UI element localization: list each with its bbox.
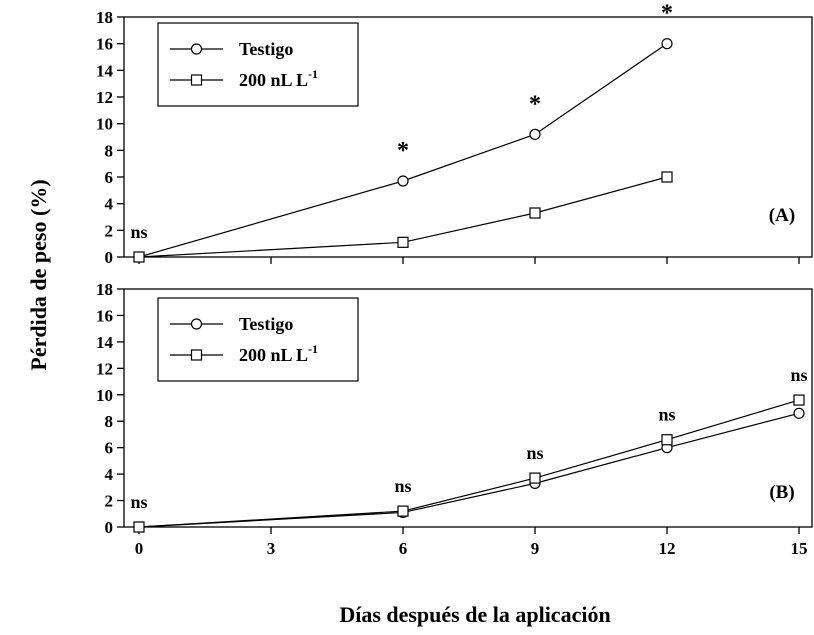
data-point-square bbox=[661, 171, 673, 183]
data-point-square bbox=[793, 394, 805, 406]
data-point-square bbox=[397, 505, 409, 517]
y-tick-label: 0 bbox=[105, 248, 114, 267]
y-tick-label: 2 bbox=[105, 221, 114, 240]
significance-label: * bbox=[661, 1, 673, 27]
series-line-200nl bbox=[138, 399, 800, 528]
legend-label: 200 nL L-1 bbox=[239, 342, 318, 365]
x-axis-title: Días después de la aplicación bbox=[339, 602, 610, 627]
y-tick-label: 4 bbox=[105, 195, 114, 214]
y-tick-label: 2 bbox=[105, 492, 114, 511]
y-tick-label: 12 bbox=[96, 359, 113, 378]
legend: Testigo 200 nL L-1 bbox=[157, 297, 359, 382]
legend: Testigo 200 nL L-1 bbox=[157, 22, 359, 107]
data-point-square bbox=[529, 472, 541, 484]
x-tick-label: 15 bbox=[791, 539, 808, 558]
y-tick-label: 10 bbox=[96, 386, 113, 405]
significance-label: ns bbox=[130, 222, 147, 242]
data-point-circle bbox=[397, 175, 409, 187]
significance-label: ns bbox=[394, 476, 411, 496]
legend-label: Testigo bbox=[239, 39, 293, 59]
data-point-circle bbox=[661, 38, 673, 50]
legend-label: 200 nL L-1 bbox=[239, 67, 318, 90]
plot-frame bbox=[123, 288, 813, 528]
y-tick-label: 16 bbox=[96, 306, 113, 325]
y-tick-label: 10 bbox=[96, 115, 113, 134]
data-point-square bbox=[529, 207, 541, 219]
y-tick-label: 6 bbox=[105, 439, 114, 458]
x-tick-label: 6 bbox=[399, 539, 408, 558]
legend-marker-square bbox=[190, 74, 203, 86]
y-tick-label: 12 bbox=[96, 88, 113, 107]
significance-label: * bbox=[397, 138, 409, 164]
y-tick-label: 8 bbox=[105, 412, 114, 431]
data-point-square bbox=[133, 521, 145, 533]
x-tick-label: 3 bbox=[267, 539, 276, 558]
legend-marker-square bbox=[190, 349, 203, 361]
x-tick-label: 12 bbox=[659, 539, 676, 558]
legend-box bbox=[157, 297, 359, 382]
legend-label-superscript: -1 bbox=[308, 67, 318, 81]
series-line-200nl bbox=[138, 176, 668, 258]
x-tick-label: 9 bbox=[531, 539, 540, 558]
panel-b: 0 2 4 6 8 10 12 14 16 18 0 3 6 9 12 15 ns ns ns ns ns (B) Test… bbox=[96, 280, 813, 558]
significance-label: ns bbox=[658, 405, 675, 425]
y-tick-label: 14 bbox=[96, 333, 114, 352]
data-point-circle bbox=[793, 407, 805, 419]
data-point-square bbox=[397, 236, 409, 248]
legend-box bbox=[157, 22, 359, 107]
y-tick-label: 14 bbox=[96, 61, 114, 80]
legend-label: Testigo bbox=[239, 314, 293, 334]
y-tick-label: 8 bbox=[105, 141, 114, 160]
significance-label: * bbox=[529, 91, 541, 117]
y-tick-label: 18 bbox=[96, 280, 113, 299]
y-tick-label: 18 bbox=[96, 8, 113, 27]
plot-frame bbox=[123, 16, 813, 258]
significance-label: ns bbox=[526, 443, 543, 463]
series-line-testigo bbox=[138, 43, 668, 258]
panel-label: (A) bbox=[769, 205, 795, 226]
significance-label: ns bbox=[130, 492, 147, 512]
significance-label: ns bbox=[790, 365, 807, 385]
data-point-square bbox=[661, 434, 673, 446]
legend-label-superscript: -1 bbox=[308, 342, 318, 356]
y-tick-label: 0 bbox=[105, 518, 114, 537]
panel-label: (B) bbox=[769, 482, 794, 503]
panel-a: 0 2 4 6 8 10 12 14 16 18 ns * * * (A) Testigo 200 nL L-1 bbox=[96, 1, 813, 267]
y-tick-label: 4 bbox=[105, 465, 114, 484]
data-point-circle bbox=[529, 128, 541, 140]
y-tick-label: 6 bbox=[105, 168, 114, 187]
legend-marker-circle bbox=[190, 318, 203, 330]
data-point-square bbox=[133, 251, 145, 263]
y-tick-label: 16 bbox=[96, 35, 113, 54]
y-axis-title: Pérdida de peso (%) bbox=[26, 179, 51, 370]
legend-marker-circle bbox=[190, 43, 203, 55]
x-tick-label: 0 bbox=[135, 539, 144, 558]
